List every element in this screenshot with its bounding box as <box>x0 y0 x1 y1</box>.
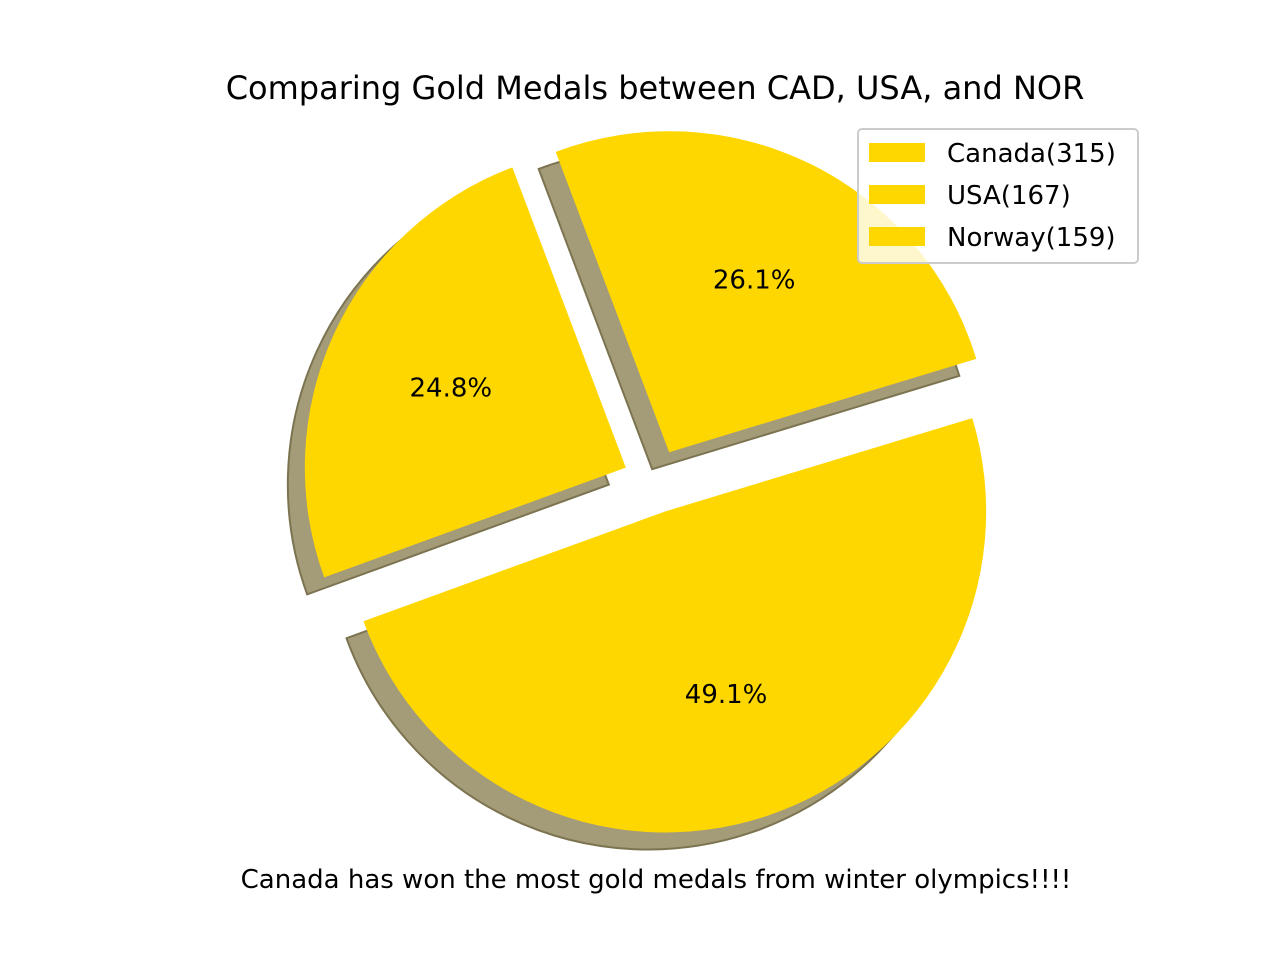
legend-label-usa: USA(167) <box>947 181 1071 211</box>
legend-swatch-canada <box>869 143 925 162</box>
pct-label-canada: 49.1% <box>685 680 768 710</box>
legend: Canada(315) USA(167) Norway(159) <box>857 128 1139 264</box>
legend-swatch-norway <box>869 227 925 246</box>
chart-title: Comparing Gold Medals between CAD, USA, … <box>226 69 1085 107</box>
chart-caption: Canada has won the most gold medals from… <box>241 865 1072 895</box>
legend-label-norway: Norway(159) <box>947 223 1116 253</box>
pct-label-usa: 26.1% <box>713 265 796 295</box>
pct-label-norway: 24.8% <box>409 373 492 403</box>
percent-labels: 49.1% 26.1% 24.8% <box>409 265 795 710</box>
legend-swatch-usa <box>869 185 925 204</box>
slice-norway <box>304 167 626 578</box>
legend-frame <box>857 128 1139 264</box>
legend-label-canada: Canada(315) <box>947 139 1116 169</box>
slice-canada <box>363 418 987 833</box>
